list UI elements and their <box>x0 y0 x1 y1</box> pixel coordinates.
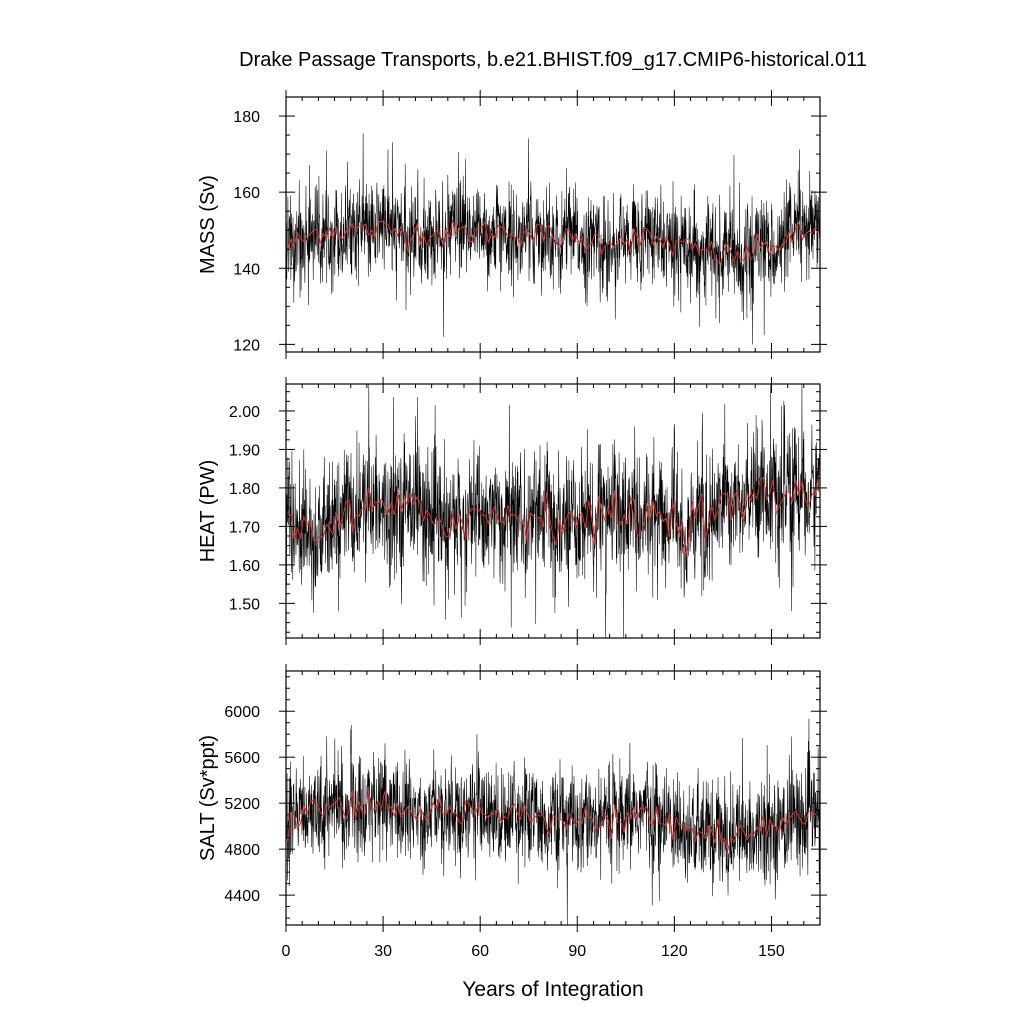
panel-1: 1.50 1.60 1.70 1.80 1.90 2.00 HEAT (PW) <box>197 377 827 645</box>
panel-0: 120 140 160 180 MASS (Sv) <box>197 90 827 359</box>
annual-mean-line <box>287 789 819 853</box>
panel-2: 0 30 60 90 120 150 4400 4800 5200 5600 6000 SALT (S… <box>197 664 827 960</box>
y-tick-label: 1.50 <box>229 596 260 613</box>
y-tick-label: 2.00 <box>229 404 260 421</box>
monthly-series-line <box>285 383 821 639</box>
x-tick-label: 120 <box>661 943 688 960</box>
y-tick-label: 1.60 <box>229 558 260 575</box>
plot-frame <box>285 383 821 639</box>
chart-title: Drake Passage Transports, b.e21.BHIST.f0… <box>239 49 867 71</box>
y-tick-label: 6000 <box>224 704 260 721</box>
y-tick-label: 160 <box>233 185 260 202</box>
y-axis-label: HEAT (PW) <box>197 460 219 563</box>
y-tick-label: 120 <box>233 337 260 354</box>
x-tick-label: 150 <box>758 943 785 960</box>
y-tick-label: 1.90 <box>229 442 260 459</box>
y-tick-label: 5600 <box>224 750 260 767</box>
monthly-series-line <box>285 718 820 926</box>
y-axis-label: MASS (Sv) <box>197 175 219 274</box>
panels: 120 140 160 180 MASS (Sv) 1.50 1.60 1.70 1.80 1.9… <box>197 90 827 960</box>
x-tick-label: 60 <box>471 943 489 960</box>
y-tick-label: 1.70 <box>229 519 260 536</box>
y-tick-label: 4800 <box>224 842 260 859</box>
plot-frame <box>285 670 821 926</box>
plot-frame <box>285 96 821 353</box>
y-tick-label: 1.80 <box>229 481 260 498</box>
x-axis-label: Years of Integration <box>462 978 643 1001</box>
y-tick-label: 5200 <box>224 796 260 813</box>
y-tick-label: 140 <box>233 261 260 278</box>
y-tick-label: 4400 <box>224 888 260 905</box>
x-tick-label: 90 <box>568 943 586 960</box>
y-tick-label: 180 <box>233 109 260 126</box>
y-axis-label: SALT (Sv*ppt) <box>197 735 219 861</box>
x-tick-label: 0 <box>282 943 291 960</box>
annual-mean-line <box>287 475 819 557</box>
x-tick-label: 30 <box>374 943 392 960</box>
monthly-series-line <box>285 133 821 345</box>
annual-mean-line <box>287 219 819 263</box>
